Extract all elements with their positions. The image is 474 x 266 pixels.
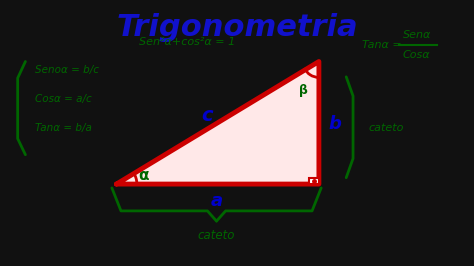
Text: Cosα: Cosα [403,50,430,60]
Text: Senoα = b/c: Senoα = b/c [35,65,99,76]
Text: cateto: cateto [198,229,235,242]
Text: b: b [328,115,341,133]
Text: Senα: Senα [402,30,431,40]
Polygon shape [309,178,319,184]
Text: Tanα = b/a: Tanα = b/a [35,123,91,133]
Text: α: α [138,168,149,183]
Text: cateto: cateto [369,123,404,133]
Text: β: β [299,84,308,97]
Text: a: a [210,192,223,210]
Text: Trigonometria: Trigonometria [116,13,358,42]
Text: Tanα =: Tanα = [362,40,402,50]
Polygon shape [117,61,319,184]
Text: Sen²α+cos²α = 1: Sen²α+cos²α = 1 [139,37,235,47]
Text: Cosα = a/c: Cosα = a/c [35,94,91,103]
Text: c: c [201,106,213,125]
